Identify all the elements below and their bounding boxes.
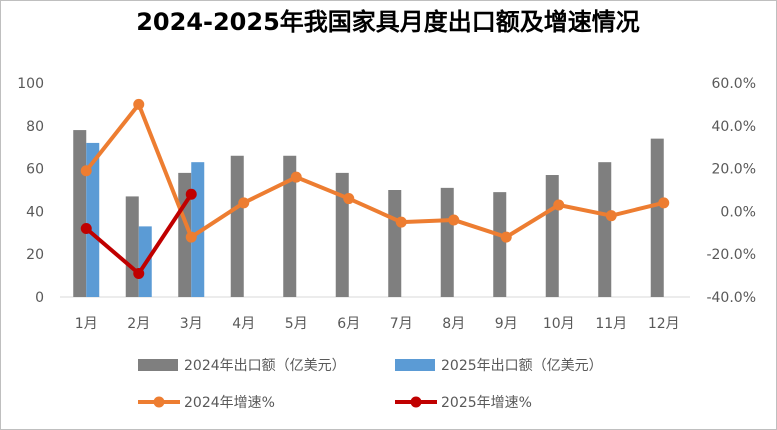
legend-label: 2024年增速% — [184, 395, 275, 411]
point-2024-9 — [500, 231, 512, 243]
x-tick-label: 3月 — [180, 316, 203, 332]
point-2025-2 — [133, 267, 145, 279]
x-tick-label: 8月 — [442, 316, 465, 332]
y-left-tick-label: 60 — [26, 162, 44, 178]
point-2024-2 — [133, 98, 145, 110]
y-left-tick-label: 0 — [35, 290, 44, 306]
y-left-tick-label: 40 — [26, 204, 44, 220]
y-right-tick-label: -20.0% — [706, 247, 756, 263]
legend-label: 2025年出口额（亿美元） — [441, 358, 603, 374]
x-tick-label: 7月 — [390, 316, 413, 332]
point-2024-1 — [80, 165, 92, 177]
bar-2025-1 — [86, 142, 100, 297]
legend-swatch-bar — [138, 359, 178, 371]
y-right-tick-label: 60.0% — [712, 76, 756, 92]
y-right-tick-label: -40.0% — [706, 290, 756, 306]
line-2024-growth — [84, 102, 665, 240]
legend-label: 2025年增速% — [441, 395, 532, 411]
point-2024-4 — [238, 197, 250, 209]
point-2024-3 — [185, 231, 197, 243]
point-2024-7 — [395, 216, 407, 228]
bar-2024-12 — [650, 138, 664, 297]
x-tick-label: 10月 — [543, 316, 575, 332]
bar-2024-5 — [283, 155, 297, 297]
x-tick-label: 6月 — [337, 316, 360, 332]
bar-2024-11 — [598, 162, 612, 297]
x-tick-label: 5月 — [285, 316, 308, 332]
legend-swatch-bar — [395, 359, 435, 371]
y-right-tick-label: 0.0% — [720, 204, 756, 220]
point-2024-11 — [605, 210, 617, 222]
point-2024-5 — [290, 171, 302, 183]
bar-2024-7 — [388, 190, 402, 297]
bar-2024-8 — [440, 187, 454, 297]
x-tick-label: 2月 — [127, 316, 150, 332]
y-right-tick-label: 40.0% — [712, 119, 756, 135]
point-2024-6 — [343, 193, 355, 205]
bar-2024-3 — [178, 172, 192, 297]
point-2024-12 — [658, 197, 670, 209]
point-2025-3 — [185, 188, 197, 200]
bar-2024-6 — [335, 172, 349, 297]
bar-2024-10 — [545, 175, 559, 297]
y-left-tick-label: 80 — [26, 119, 44, 135]
point-2024-8 — [448, 214, 460, 226]
y-left-tick-label: 100 — [17, 76, 44, 92]
y-right-tick-label: 20.0% — [712, 162, 756, 178]
bar-2024-1 — [73, 130, 87, 297]
chart-title: 2024-2025年我国家具月度出口额及增速情况 — [136, 8, 640, 36]
legend-label: 2024年出口额（亿美元） — [184, 358, 346, 374]
bar-2024-9 — [493, 192, 507, 297]
y-left-tick-label: 20 — [26, 247, 44, 263]
legend-swatch-marker — [410, 396, 422, 408]
x-tick-label: 12月 — [648, 316, 680, 332]
x-tick-label: 4月 — [232, 316, 255, 332]
x-tick-label: 9月 — [495, 316, 518, 332]
bar-2024-4 — [230, 155, 244, 297]
point-2025-1 — [80, 223, 92, 235]
point-2024-10 — [553, 199, 565, 211]
legend-swatch-marker — [153, 396, 165, 408]
bar-2024-2 — [125, 196, 139, 297]
x-tick-label: 1月 — [75, 316, 98, 332]
x-tick-label: 11月 — [595, 316, 627, 332]
